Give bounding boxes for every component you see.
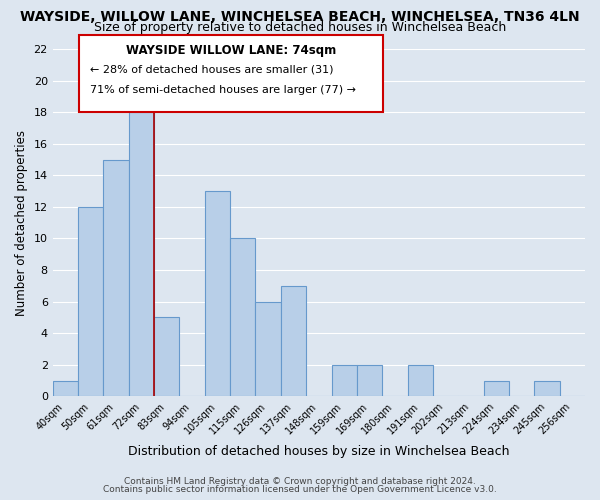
Bar [205,191,230,396]
Y-axis label: Number of detached properties: Number of detached properties [15,130,28,316]
Text: WAYSIDE WILLOW LANE: 74sqm: WAYSIDE WILLOW LANE: 74sqm [126,44,336,57]
FancyBboxPatch shape [79,35,383,112]
Bar [484,380,509,396]
Text: Size of property relative to detached houses in Winchelsea Beach: Size of property relative to detached ho… [94,22,506,35]
Text: Contains public sector information licensed under the Open Government Licence v3: Contains public sector information licen… [103,484,497,494]
Bar [230,238,256,396]
Bar [332,365,357,396]
Bar [535,380,560,396]
Bar [129,112,154,397]
Bar [78,207,103,396]
Text: 71% of semi-detached houses are larger (77) →: 71% of semi-detached houses are larger (… [90,86,356,96]
Text: Contains HM Land Registry data © Crown copyright and database right 2024.: Contains HM Land Registry data © Crown c… [124,477,476,486]
Bar [256,302,281,396]
Text: ← 28% of detached houses are smaller (31): ← 28% of detached houses are smaller (31… [90,64,334,74]
Bar [103,160,129,396]
Bar [154,318,179,396]
Bar [357,365,382,396]
Text: WAYSIDE, WILLOW LANE, WINCHELSEA BEACH, WINCHELSEA, TN36 4LN: WAYSIDE, WILLOW LANE, WINCHELSEA BEACH, … [20,10,580,24]
X-axis label: Distribution of detached houses by size in Winchelsea Beach: Distribution of detached houses by size … [128,444,509,458]
Bar [53,380,78,396]
Bar [281,286,306,397]
Bar [407,365,433,396]
